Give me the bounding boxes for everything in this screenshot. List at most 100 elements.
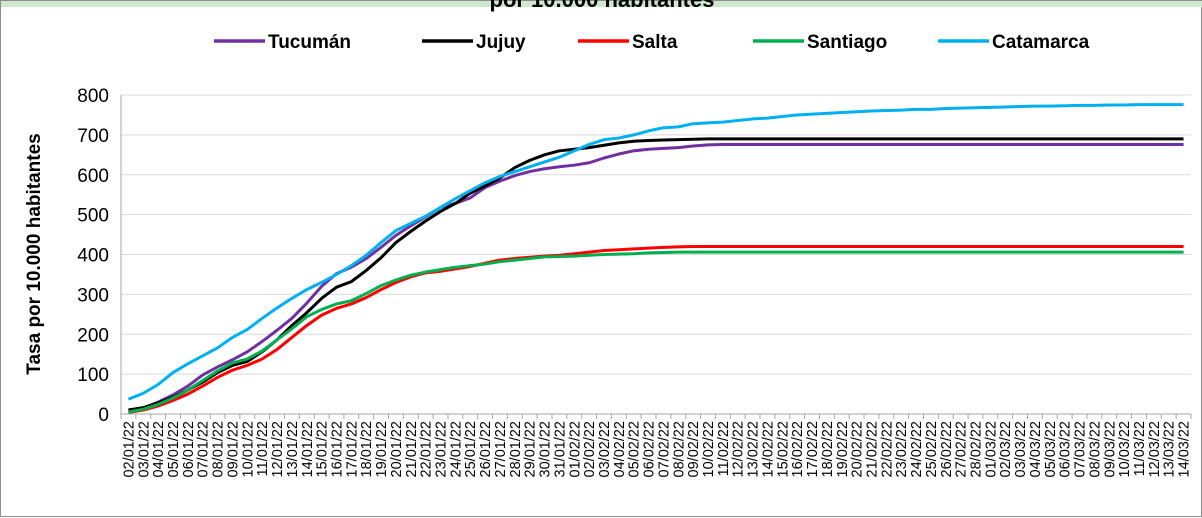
x-tick-label: 21/01/22 xyxy=(404,421,420,477)
x-tick-label: 12/01/22 xyxy=(270,421,286,477)
x-tick-label: 06/03/22 xyxy=(1058,421,1074,477)
series-lines xyxy=(127,103,1184,414)
x-tick-label: 22/02/22 xyxy=(879,421,895,477)
x-tick-label: 08/01/22 xyxy=(211,421,227,477)
x-tick-label: 18/01/22 xyxy=(359,421,375,477)
gridlines xyxy=(121,94,1191,375)
x-tick-label: 17/01/22 xyxy=(344,421,360,477)
x-tick-label: 11/02/22 xyxy=(716,421,732,476)
x-tick-label: 14/03/22 xyxy=(1177,421,1193,477)
x-tick-label: 13/02/22 xyxy=(746,421,762,477)
x-tick-label: 16/01/22 xyxy=(329,421,345,477)
series-line-salta xyxy=(128,245,1184,414)
x-tick-label: 05/03/22 xyxy=(1043,421,1059,477)
x-tick-label: 12/02/22 xyxy=(731,421,747,477)
y-tick-label: 600 xyxy=(77,166,109,187)
x-tick-label: 20/01/22 xyxy=(389,421,405,477)
x-tick-label: 21/02/22 xyxy=(864,421,880,477)
x-tick-label: 25/02/22 xyxy=(924,421,940,477)
x-tick-labels: 02/01/2203/01/2204/01/2205/01/2206/01/22… xyxy=(121,421,1192,477)
x-tick-label: 11/03/22 xyxy=(1132,421,1148,476)
x-tick-label: 10/02/22 xyxy=(701,421,717,477)
legend-label-jujuy: Jujuy xyxy=(476,32,526,53)
x-tick-label: 02/02/22 xyxy=(582,421,598,477)
x-tick-label: 25/01/22 xyxy=(463,421,479,477)
y-tick-label: 0 xyxy=(98,405,109,426)
y-tick-label: 200 xyxy=(77,325,109,346)
x-tick-label: 03/01/22 xyxy=(136,421,152,477)
chart-title: por 10.000 habitantes xyxy=(1,0,1202,13)
x-tick-label: 08/03/22 xyxy=(1087,421,1103,477)
x-tick-label: 19/01/22 xyxy=(374,421,390,477)
x-tick-label: 07/01/22 xyxy=(196,421,212,477)
x-tick-label: 18/02/22 xyxy=(820,421,836,477)
x-tick-label: 14/01/22 xyxy=(300,421,316,477)
y-tick-label: 100 xyxy=(77,365,109,386)
x-tick-label: 02/03/22 xyxy=(998,421,1014,477)
y-tick-label: 300 xyxy=(77,285,109,306)
x-tick-label: 13/03/22 xyxy=(1162,421,1178,477)
series-line-tucum-n xyxy=(128,142,1184,414)
y-tick-label: 800 xyxy=(77,86,109,107)
x-tick-label: 24/02/22 xyxy=(909,421,925,477)
x-tick-label: 24/01/22 xyxy=(448,421,464,477)
x-tick-label: 09/03/22 xyxy=(1102,421,1118,477)
x-tick-label: 23/02/22 xyxy=(894,421,910,477)
x-tick-label: 03/02/22 xyxy=(597,421,613,477)
y-tick-label: 500 xyxy=(77,206,109,227)
x-tick-label: 04/03/22 xyxy=(1028,421,1044,477)
x-tick-label: 03/03/22 xyxy=(1013,421,1029,477)
x-tick-label: 09/02/22 xyxy=(686,421,702,477)
x-tick-label: 29/01/22 xyxy=(523,421,539,477)
x-tick-label: 19/02/22 xyxy=(835,421,851,477)
y-axis-title: Tasa por 10.000 habitantes xyxy=(24,133,45,374)
x-tick-label: 26/02/22 xyxy=(939,421,955,477)
series-line-santiago xyxy=(128,250,1184,414)
x-tick-label: 01/02/22 xyxy=(567,421,583,477)
x-tick-label: 27/02/22 xyxy=(954,421,970,477)
legend: Tucumán Jujuy Salta Santiago Catamarca xyxy=(214,32,1090,53)
x-tick-label: 17/02/22 xyxy=(805,421,821,477)
x-tick-label: 12/03/22 xyxy=(1147,421,1163,477)
title-background-band xyxy=(1,1,1202,7)
x-tick-label: 28/02/22 xyxy=(969,421,985,477)
x-tick-label: 14/02/22 xyxy=(760,421,776,477)
x-tick-label: 05/01/22 xyxy=(166,421,182,477)
x-tick-label: 10/03/22 xyxy=(1117,421,1133,477)
x-tick-label: 27/01/22 xyxy=(493,421,509,477)
x-tick-label: 30/01/22 xyxy=(538,421,554,477)
x-tick-label: 10/01/22 xyxy=(240,421,256,477)
y-tick-label: 400 xyxy=(77,246,109,267)
x-tick-label: 07/02/22 xyxy=(656,421,672,477)
x-tick-label: 13/01/22 xyxy=(285,421,301,477)
x-tick-label: 06/01/22 xyxy=(181,421,197,477)
series-line-jujuy xyxy=(128,137,1184,412)
x-tick-label: 06/02/22 xyxy=(642,421,658,477)
legend-label-salta: Salta xyxy=(632,32,678,53)
x-tick-label: 28/01/22 xyxy=(508,421,524,477)
x-tick-label: 08/02/22 xyxy=(671,421,687,477)
x-tick-label: 11/01/22 xyxy=(255,421,271,476)
x-tick-label: 22/01/22 xyxy=(419,421,435,477)
legend-label-tucum-n: Tucumán xyxy=(268,32,351,53)
x-tick-label: 20/02/22 xyxy=(850,421,866,477)
x-tick-label: 31/01/22 xyxy=(552,421,568,477)
x-tick-label: 04/01/22 xyxy=(151,421,167,477)
x-tick-label: 07/03/22 xyxy=(1073,421,1089,477)
legend-label-santiago: Santiago xyxy=(807,32,887,53)
x-tick-label: 02/01/22 xyxy=(121,421,137,477)
x-tick-label: 16/02/22 xyxy=(790,421,806,477)
x-tick-label: 09/01/22 xyxy=(225,421,241,477)
series-line-catamarca xyxy=(127,103,1184,401)
x-tick-label: 01/03/22 xyxy=(983,421,999,477)
x-tick-label: 23/01/22 xyxy=(434,421,450,477)
y-tick-label: 700 xyxy=(77,126,109,147)
x-tick-label: 15/02/22 xyxy=(775,421,791,477)
y-tick-labels: 0 100 200 300 400 500 600 700 800 xyxy=(77,86,109,426)
x-tick-label: 26/01/22 xyxy=(478,421,494,477)
axes xyxy=(120,95,1192,419)
x-tick-label: 05/02/22 xyxy=(627,421,643,477)
x-tick-label: 04/02/22 xyxy=(612,421,628,477)
